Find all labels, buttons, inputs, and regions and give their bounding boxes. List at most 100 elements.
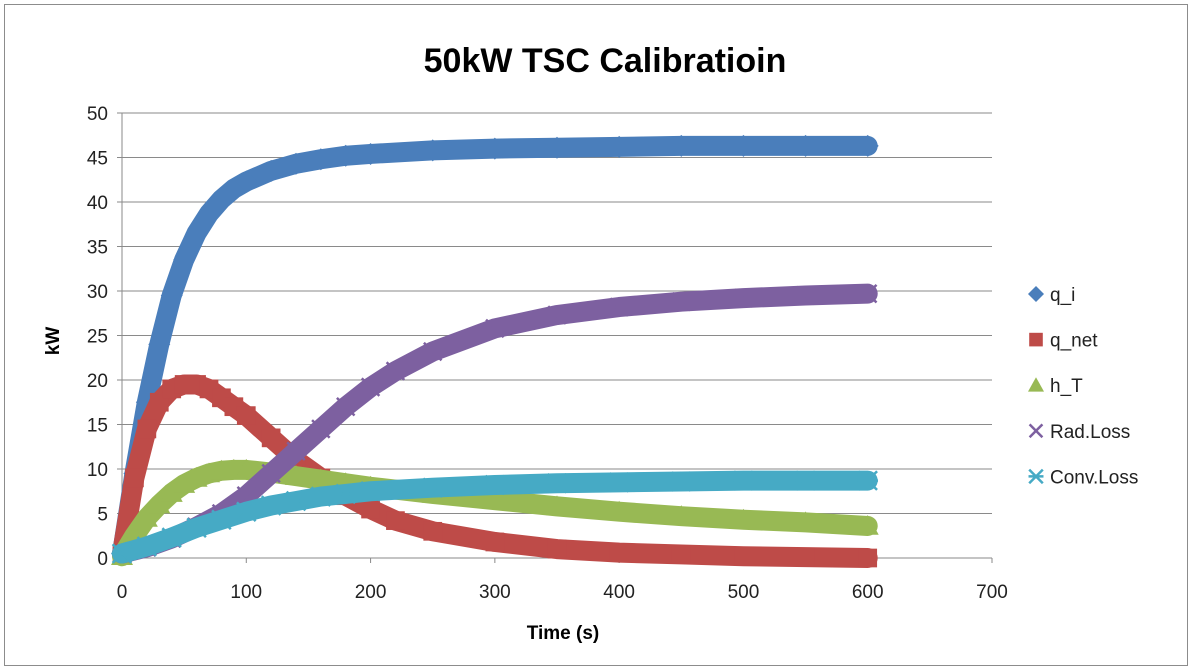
data-point [546, 495, 568, 516]
data-point [794, 511, 817, 532]
data-point [286, 441, 306, 461]
y-tick-label: 10 [87, 460, 108, 481]
data-point [236, 501, 257, 522]
data-point [335, 483, 356, 505]
data-point [359, 142, 382, 165]
y-tick-labels: 0 5 10 15 20 25 30 35 40 45 50 [87, 104, 108, 570]
data-point [334, 144, 357, 167]
data-point [285, 490, 307, 512]
data-point [360, 377, 381, 397]
legend-label: q_net [1050, 331, 1098, 352]
y-tick-label: 5 [97, 505, 108, 526]
data-point [671, 291, 691, 312]
series-conv-loss [111, 470, 878, 564]
data-point [136, 536, 158, 557]
data-point [858, 548, 878, 568]
y-tick-label: 40 [87, 193, 108, 214]
y-axis-label: kW [43, 327, 64, 356]
data-point [309, 148, 332, 171]
data-point [547, 539, 567, 559]
data-point [546, 473, 568, 494]
legend-marker [1029, 332, 1043, 347]
data-point [670, 505, 693, 525]
data-point [671, 545, 691, 564]
x-tick-label: 600 [852, 582, 884, 603]
y-tick-label: 50 [87, 104, 108, 125]
data-point [670, 134, 693, 157]
data-point [210, 188, 233, 211]
data-point [608, 135, 631, 158]
data-point [235, 170, 258, 193]
data-point [386, 511, 405, 530]
data-point [111, 543, 133, 564]
data-point [856, 514, 879, 535]
scatter-chart: 50kW TSC Calibratioin 0 5 10 15 20 25 30 35 40 45… [43, 42, 1138, 644]
data-point [235, 458, 258, 479]
data-point [671, 471, 692, 492]
legend-label: Conv.Loss [1050, 467, 1138, 488]
data-point [421, 139, 444, 162]
data-point [423, 341, 443, 362]
data-point [733, 288, 754, 308]
data-point [261, 428, 281, 448]
data-point [185, 222, 208, 245]
x-tick-labels: 0 100 200 300 400 500 600 700 [117, 582, 1008, 603]
data-point [485, 532, 505, 552]
data-point [236, 406, 256, 425]
data-point [485, 318, 505, 339]
data-point [211, 509, 232, 530]
x-axis-label: Time (s) [527, 623, 600, 644]
data-point [857, 470, 878, 491]
data-point [261, 463, 281, 484]
legend-marker [1028, 377, 1044, 392]
legend-marker [1028, 286, 1044, 302]
y-tick-label: 45 [87, 149, 108, 170]
data-point [732, 134, 755, 157]
x-tick-label: 300 [479, 582, 511, 603]
x-tick-label: 0 [117, 582, 128, 603]
data-point [336, 397, 356, 417]
data-point [285, 152, 307, 175]
data-point [795, 285, 816, 306]
data-point [796, 547, 815, 567]
data-point [609, 297, 629, 317]
legend: q_i q_net h_T Rad.Loss Conv.Loss [1028, 285, 1138, 488]
data-point [546, 136, 568, 159]
data-point [135, 506, 158, 527]
y-tick-label: 30 [87, 282, 108, 303]
data-point [361, 499, 380, 519]
y-tick-label: 0 [97, 549, 108, 570]
data-point [423, 521, 443, 541]
data-point [608, 472, 630, 493]
data-point [734, 546, 753, 566]
x-tick-label: 700 [976, 582, 1008, 603]
plot-area [111, 134, 879, 568]
x-tick-label: 100 [230, 582, 262, 603]
legend-marker [1028, 423, 1044, 439]
legend-label: h_T [1050, 376, 1083, 397]
data-point [483, 137, 506, 160]
data-point [360, 481, 381, 502]
data-point [148, 333, 171, 356]
data-point [311, 419, 331, 439]
data-point [422, 477, 443, 498]
data-point [732, 508, 755, 529]
x-tick-label: 200 [355, 582, 387, 603]
y-tick-label: 15 [87, 416, 108, 437]
y-tick-label: 25 [87, 327, 108, 348]
data-point [285, 465, 307, 485]
data-point [794, 134, 817, 157]
data-point [547, 305, 567, 325]
x-tick-label: 500 [728, 582, 760, 603]
y-tick-label: 35 [87, 238, 108, 259]
data-point [609, 543, 629, 563]
data-point [385, 361, 406, 381]
data-point [484, 474, 506, 496]
legend-marker [1028, 468, 1044, 485]
data-point [608, 500, 631, 521]
data-point [173, 248, 196, 271]
data-point [856, 134, 879, 157]
data-point [160, 482, 183, 502]
y-tick-label: 20 [87, 371, 108, 392]
legend-label: q_i [1050, 285, 1075, 306]
